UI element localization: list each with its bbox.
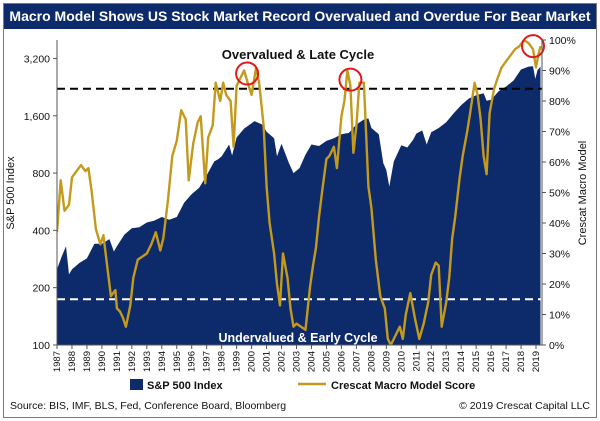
copyright-note: © 2019 Crescat Capital LLC — [459, 400, 590, 412]
right-tick-label: 0% — [549, 340, 564, 352]
x-tick-label: 1988 — [67, 351, 78, 372]
x-tick-label: 2011 — [411, 351, 422, 371]
chart-title: Macro Model Shows US Stock Market Record… — [4, 4, 596, 29]
right-tick-label: 100% — [549, 35, 576, 47]
sp500-area — [57, 66, 541, 345]
x-tick-label: 1992 — [127, 351, 138, 372]
x-tick-label: 2002 — [277, 351, 288, 372]
right-tick-label: 40% — [549, 218, 570, 230]
x-tick-label: 2004 — [306, 351, 317, 372]
right-axis-label: Crescat Macro Model — [577, 141, 589, 246]
right-tick-label: 70% — [549, 127, 570, 139]
right-tick-label: 90% — [549, 66, 570, 78]
left-tick-label: 3,200 — [24, 53, 50, 65]
x-tick-label: 2009 — [381, 351, 392, 372]
x-tick-label: 2006 — [336, 351, 347, 372]
legend-swatch-area — [130, 379, 143, 390]
left-tick-label: 800 — [32, 168, 50, 180]
right-tick-label: 80% — [549, 96, 570, 108]
sp500-area-layer — [57, 66, 541, 345]
x-tick-label: 2001 — [262, 351, 273, 372]
left-tick-label: 400 — [32, 225, 50, 237]
annotation-overvalued: Overvalued & Late Cycle — [222, 47, 374, 62]
highlight-circle-1 — [235, 61, 260, 86]
right-tick-label: 30% — [549, 249, 570, 261]
x-tick-label: 2003 — [292, 351, 303, 372]
x-tick-label: 2018 — [516, 351, 527, 372]
highlight-circle-2 — [338, 67, 363, 92]
annotation-undervalued: Undervalued & Early Cycle — [218, 331, 377, 345]
legend: S&P 500 Index Crescat Macro Model Score — [130, 379, 475, 392]
left-tick-label: 1,600 — [24, 111, 50, 123]
x-tick-label: 2019 — [531, 351, 542, 372]
x-tick-label: 1996 — [187, 351, 198, 372]
x-tick-label: 2000 — [247, 351, 258, 372]
right-tick-label: 60% — [549, 157, 570, 169]
x-tick-label: 2014 — [456, 351, 467, 372]
right-tick-label: 10% — [549, 310, 570, 322]
x-tick-label: 2005 — [321, 351, 332, 372]
left-tick-label: 200 — [32, 283, 50, 295]
right-tick-label: 20% — [549, 279, 570, 291]
x-tick-label: 2007 — [351, 351, 362, 372]
right-tick-label: 50% — [549, 188, 570, 200]
x-tick-label: 2008 — [366, 351, 377, 372]
x-tick-label: 2013 — [441, 351, 452, 372]
macro-score-line — [57, 40, 542, 345]
reference-lines-layer — [57, 87, 542, 301]
x-tick-label: 1987 — [52, 351, 63, 372]
highlight-circles-layer — [235, 34, 546, 92]
legend-label-sp500: S&P 500 Index — [147, 380, 223, 392]
x-tick-label: 1990 — [97, 351, 108, 372]
x-tick-label: 2010 — [396, 351, 407, 372]
x-tick-label: 1991 — [112, 351, 123, 372]
x-tick-label: 1995 — [172, 351, 183, 372]
x-tick-label: 1989 — [82, 351, 93, 372]
x-tick-label: 1993 — [142, 351, 153, 372]
left-tick-label: 100 — [32, 340, 50, 352]
source-note: Source: BIS, IMF, BLS, Fed, Conference B… — [10, 400, 287, 412]
x-tick-label: 2015 — [471, 351, 482, 372]
axes-layer: 100 200 400 800 1,600 3,200 0% 10% 20% 30% 40% 50% 6… — [24, 35, 576, 372]
x-tick-label: 2017 — [501, 351, 512, 372]
legend-label-score: Crescat Macro Model Score — [331, 380, 475, 392]
score-line-layer — [57, 40, 542, 345]
left-axis-label: S&P 500 Index — [5, 156, 17, 230]
x-tick-label: 1998 — [217, 351, 228, 372]
x-tick-label: 2016 — [486, 351, 497, 372]
x-tick-label: 1999 — [232, 351, 243, 372]
highlight-circle-3 — [521, 34, 546, 59]
x-tick-label: 1997 — [202, 351, 213, 372]
x-tick-label: 1994 — [157, 351, 168, 372]
x-tick-label: 2012 — [426, 351, 437, 372]
